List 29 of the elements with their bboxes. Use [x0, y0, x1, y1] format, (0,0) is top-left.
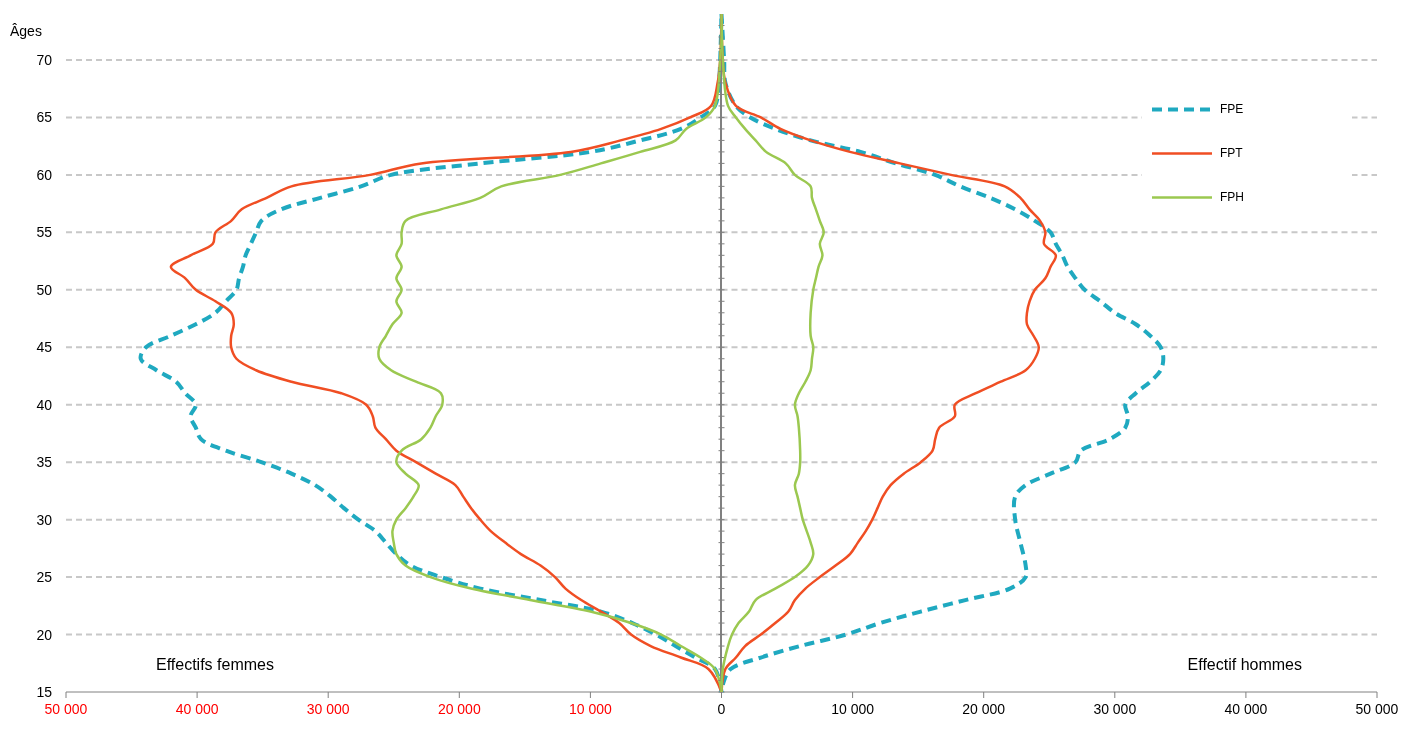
y-axis-title: Âges: [10, 23, 42, 39]
y-tick-label: 60: [36, 166, 53, 183]
y-tick-label: 65: [36, 109, 53, 126]
y-tick-label: 15: [36, 684, 53, 700]
legend-label: FPE: [1220, 102, 1244, 117]
legend-label: FPH: [1220, 190, 1244, 205]
y-tick-label: 30: [36, 511, 53, 528]
y-tick-label: 45: [36, 339, 53, 356]
y-tick-label: 70: [36, 51, 53, 68]
x-tick-label: 30 000: [306, 701, 350, 717]
annotation: Effectif hommes: [1187, 656, 1302, 673]
legend-label: FPT: [1220, 146, 1244, 161]
x-tick-label: 50 000: [1355, 701, 1399, 717]
x-tick-label: 40 000: [1224, 701, 1268, 717]
x-tick-label: 20 000: [437, 701, 481, 717]
y-tick-label: 35: [36, 454, 53, 471]
y-tick-label: 25: [36, 569, 53, 586]
x-tick-label: 10 000: [568, 701, 613, 717]
x-tick-label: 30 000: [1093, 701, 1137, 717]
y-tick-label: 20: [36, 626, 53, 643]
annotation: Effectifs femmes: [156, 656, 274, 673]
x-tick-label: 20 000: [962, 701, 1006, 717]
x-tick-label: 0: [717, 701, 726, 717]
x-tick-label: 40 000: [175, 701, 219, 717]
y-tick-label: 50: [36, 281, 53, 298]
y-tick-label: 55: [36, 224, 53, 241]
x-tick-label: 50 000: [44, 701, 88, 717]
y-tick-label: 40: [36, 396, 53, 413]
x-tick-label: 10 000: [831, 701, 875, 717]
